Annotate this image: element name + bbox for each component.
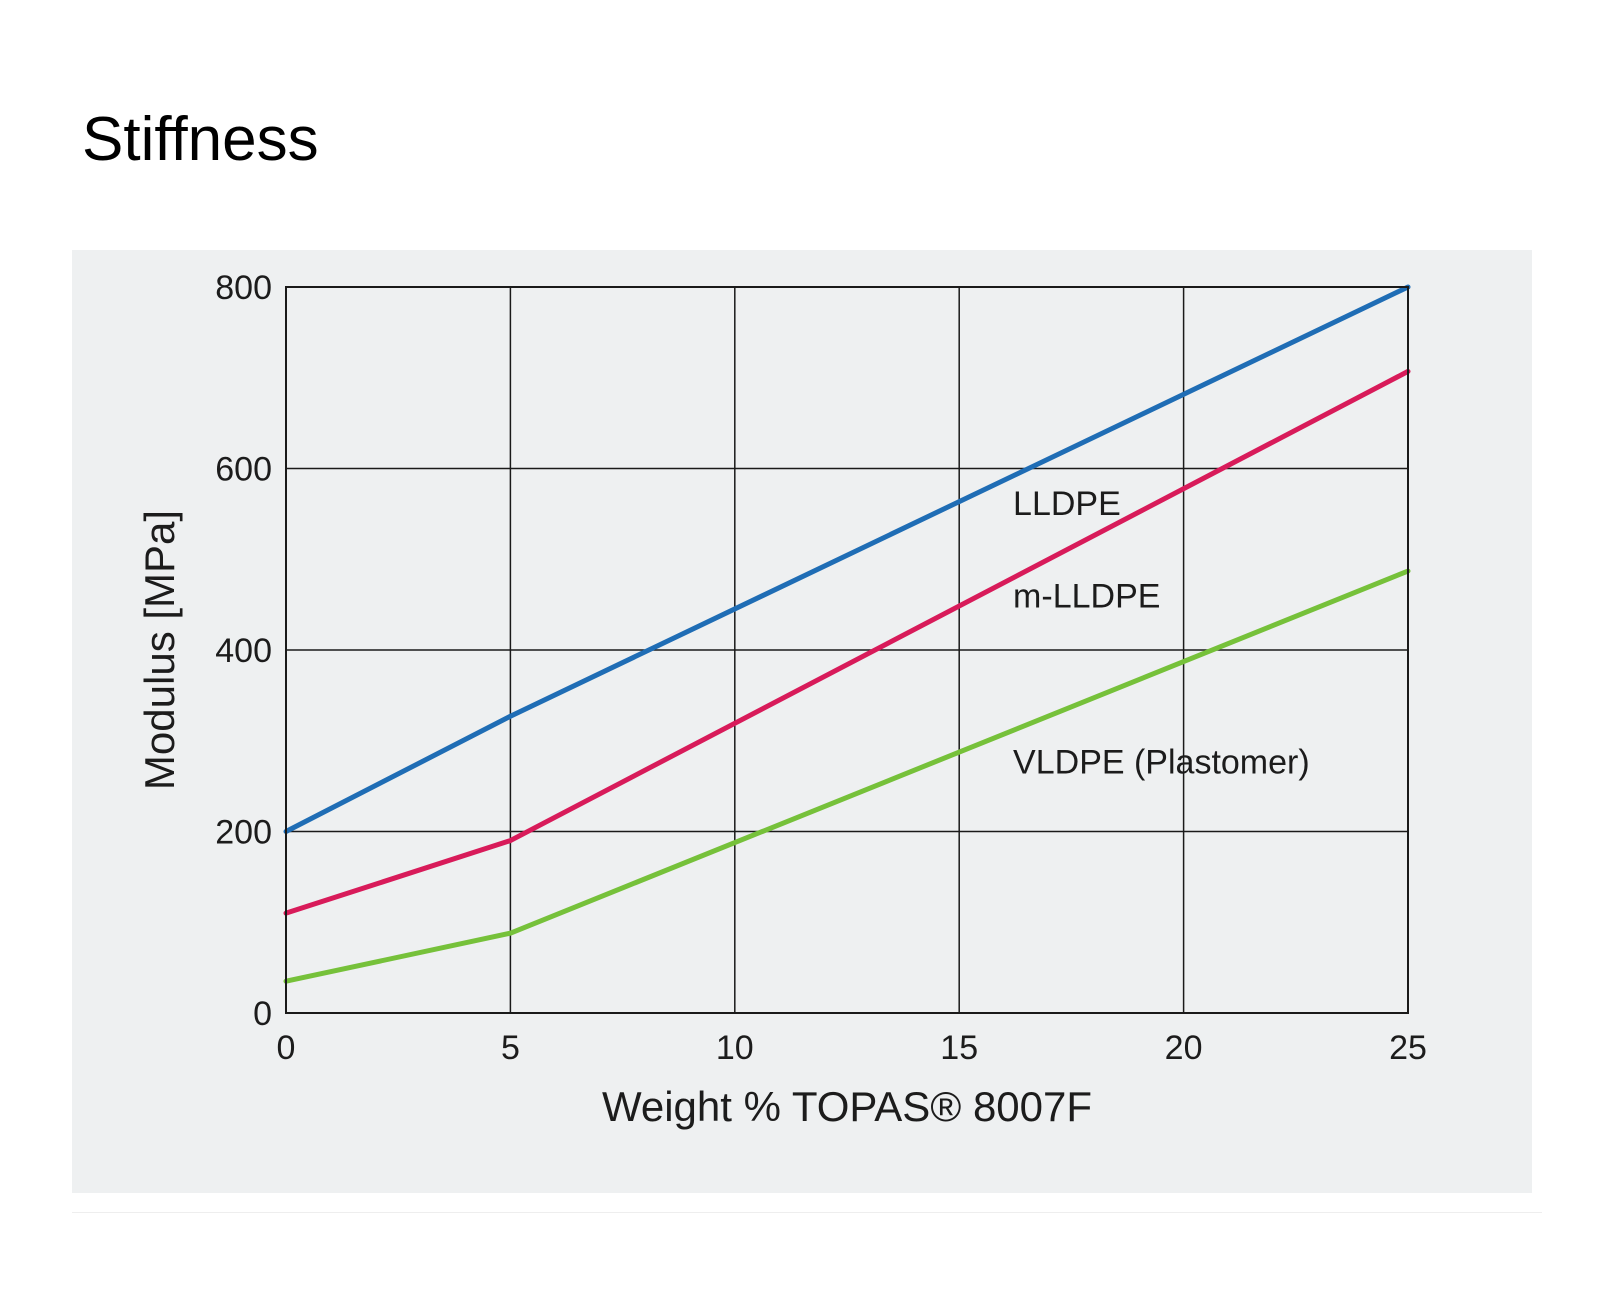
divider — [72, 1212, 1542, 1213]
y-tick-label: 400 — [215, 632, 272, 670]
x-tick-label: 0 — [277, 1029, 296, 1067]
series-label: VLDPE (Plastomer) — [1013, 743, 1310, 781]
y-tick-label: 200 — [215, 814, 272, 852]
y-tick-label: 800 — [215, 269, 272, 307]
series-line-lldpe — [283, 284, 1411, 834]
x-tick-label: 5 — [501, 1029, 520, 1067]
series-labels: LLDPE m-LLDPE VLDPE (Plastomer) — [1013, 485, 1310, 782]
y-tick-label: 600 — [215, 451, 272, 489]
series-label: LLDPE — [1013, 485, 1121, 523]
page-title: Stiffness — [82, 105, 319, 174]
stiffness-chart: 0 5 10 15 20 25 0 200 400 600 800 LLDPE m-LLDPE VLDP… — [136, 269, 1427, 1130]
x-tick-label: 20 — [1165, 1029, 1203, 1067]
series-lines — [283, 284, 1411, 984]
series-label: m-LLDPE — [1013, 577, 1160, 615]
plot-frame — [285, 286, 1409, 1014]
series-line-vldpe-plastomer — [283, 568, 1411, 984]
series-line-m-lldpe — [283, 368, 1411, 916]
x-tick-label: 15 — [940, 1029, 978, 1067]
x-tick-label: 10 — [716, 1029, 754, 1067]
y-axis-title: Modulus [MPa] — [136, 510, 183, 790]
chart-panel: 0 5 10 15 20 25 0 200 400 600 800 LLDPE m-LLDPE VLDP… — [72, 250, 1532, 1193]
x-axis-title: Weight % TOPAS® 8007F — [602, 1083, 1092, 1130]
tick-labels: 0 5 10 15 20 25 0 200 400 600 800 — [215, 269, 1427, 1067]
y-tick-label: 0 — [253, 995, 272, 1033]
x-tick-label: 25 — [1389, 1029, 1427, 1067]
grid — [285, 286, 1409, 1014]
